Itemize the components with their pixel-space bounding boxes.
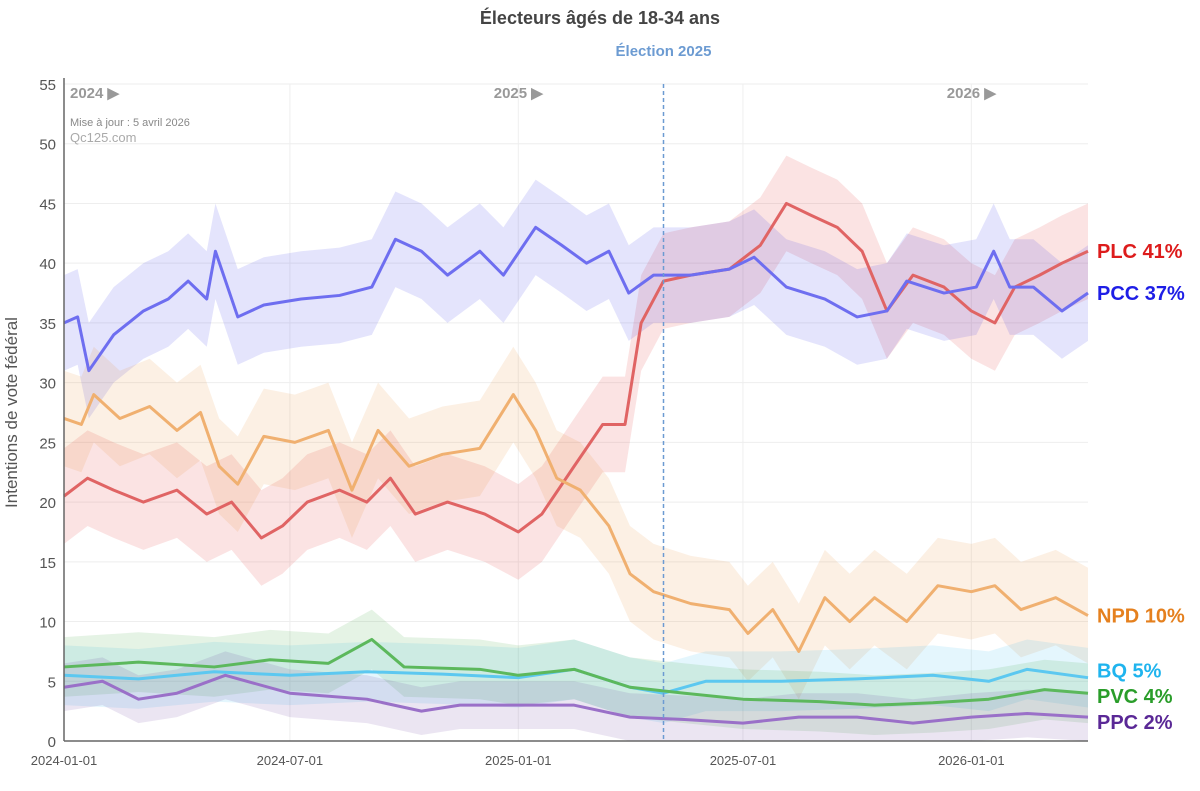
y-tick-label: 25 xyxy=(39,435,56,452)
y-tick-label: 5 xyxy=(48,674,56,691)
end-label-ppc: PPC 2% xyxy=(1097,712,1173,734)
confidence-band-plc xyxy=(64,155,1088,586)
y-tick-label: 10 xyxy=(39,615,56,632)
end-label-pvc: PVC 4% xyxy=(1097,686,1173,708)
end-label-bq: BQ 5% xyxy=(1097,661,1162,683)
x-tick-label: 2024-01-01 xyxy=(31,753,98,768)
y-tick-label: 40 xyxy=(39,256,56,273)
chart-title: Électeurs âgés de 18-34 ans xyxy=(479,8,721,28)
update-note: Mise à jour : 5 avril 2026 xyxy=(70,117,190,129)
end-label-plc: PLC 41% xyxy=(1097,241,1183,263)
x-tick-label: 2025-01-01 xyxy=(485,753,552,768)
election-label: Élection 2025 xyxy=(616,43,712,60)
year-marker: 2024 ▶ xyxy=(70,85,121,102)
y-axis-label: Intentions de vote fédéral xyxy=(2,317,21,508)
series-line-ppc xyxy=(63,673,1089,725)
x-tick-label: 2026-01-01 xyxy=(938,753,1005,768)
confidence-band-pcc xyxy=(64,179,1088,419)
series-line-npd xyxy=(63,393,1089,653)
y-tick-label: 0 xyxy=(48,734,56,751)
year-marker: 2025 ▶ xyxy=(494,85,545,102)
y-tick-label: 35 xyxy=(39,316,56,333)
y-tick-label: 50 xyxy=(39,137,56,154)
y-tick-label: 15 xyxy=(39,555,56,572)
year-marker: 2026 ▶ xyxy=(947,85,998,102)
end-label-pcc: PCC 37% xyxy=(1097,283,1185,305)
source-label: Qc125.com xyxy=(70,130,136,145)
y-tick-label: 55 xyxy=(39,77,56,94)
y-tick-label: 20 xyxy=(39,495,56,512)
series-line-plc xyxy=(63,201,1089,540)
y-tick-label: 30 xyxy=(39,376,56,393)
series-line-pvc xyxy=(63,637,1089,707)
series-line-pcc xyxy=(63,225,1089,373)
y-tick-label: 45 xyxy=(39,196,56,213)
x-tick-label: 2024-07-01 xyxy=(257,753,324,768)
x-tick-label: 2025-07-01 xyxy=(710,753,777,768)
end-label-npd: NPD 10% xyxy=(1097,606,1185,628)
